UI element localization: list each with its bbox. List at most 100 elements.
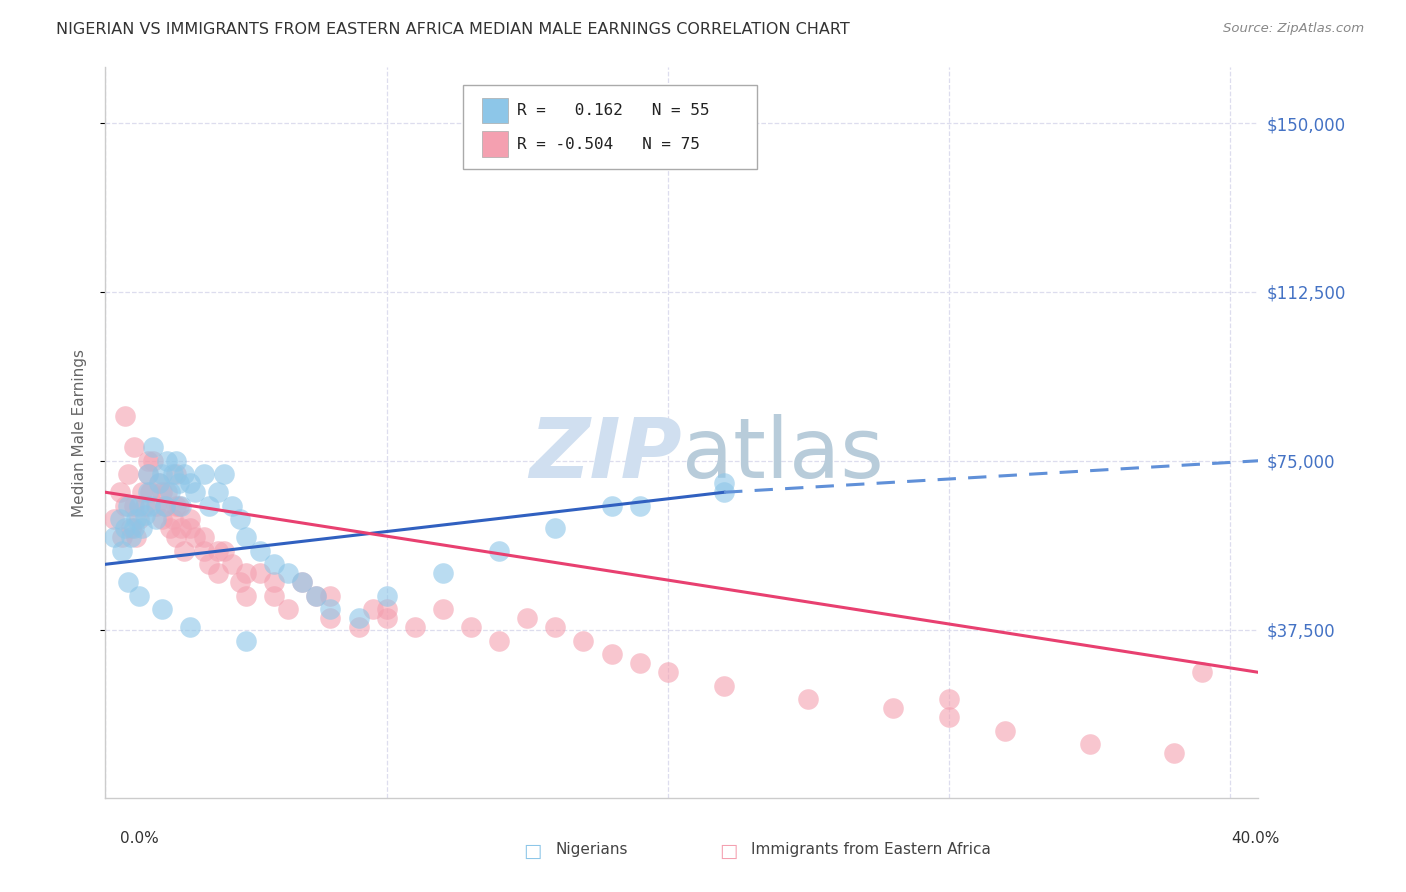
Point xyxy=(156,485,179,500)
Point xyxy=(114,409,136,423)
Point xyxy=(198,499,221,513)
Text: R =   0.162   N = 55: R = 0.162 N = 55 xyxy=(517,103,710,119)
Point xyxy=(173,467,195,482)
Point xyxy=(938,710,960,724)
Point xyxy=(600,499,623,513)
Point xyxy=(167,476,190,491)
Point xyxy=(249,566,271,581)
Point xyxy=(1078,737,1101,751)
Text: atlas: atlas xyxy=(682,414,883,495)
Point xyxy=(221,499,243,513)
Point xyxy=(122,440,145,454)
Point xyxy=(111,543,134,558)
Point xyxy=(159,521,181,535)
Point xyxy=(319,611,342,625)
Point xyxy=(193,530,215,544)
Point xyxy=(145,499,167,513)
Point xyxy=(142,440,165,454)
Point xyxy=(125,512,148,526)
Point xyxy=(139,485,162,500)
Point xyxy=(572,633,595,648)
Text: NIGERIAN VS IMMIGRANTS FROM EASTERN AFRICA MEDIAN MALE EARNINGS CORRELATION CHAR: NIGERIAN VS IMMIGRANTS FROM EASTERN AFRI… xyxy=(56,22,851,37)
Point xyxy=(114,499,136,513)
Point xyxy=(361,602,384,616)
Point xyxy=(207,485,229,500)
Point xyxy=(139,499,162,513)
Point xyxy=(263,558,285,572)
Point xyxy=(432,566,454,581)
Point xyxy=(994,723,1017,738)
Point xyxy=(103,530,125,544)
Point xyxy=(544,521,567,535)
Point xyxy=(114,521,136,535)
Point xyxy=(150,467,173,482)
Point xyxy=(150,602,173,616)
Point xyxy=(460,620,482,634)
FancyBboxPatch shape xyxy=(482,131,508,157)
Text: Immigrants from Eastern Africa: Immigrants from Eastern Africa xyxy=(751,842,991,857)
Point xyxy=(207,566,229,581)
Point xyxy=(305,589,328,603)
Point xyxy=(103,512,125,526)
Point xyxy=(249,543,271,558)
Point xyxy=(235,530,257,544)
Point xyxy=(173,543,195,558)
Point xyxy=(162,467,184,482)
Point xyxy=(125,530,148,544)
Point xyxy=(347,611,370,625)
Point xyxy=(128,589,150,603)
Point xyxy=(150,512,173,526)
Point xyxy=(600,648,623,662)
Point xyxy=(235,589,257,603)
Point xyxy=(167,499,190,513)
Point xyxy=(628,499,651,513)
Point xyxy=(179,476,201,491)
Point xyxy=(117,575,139,590)
Point xyxy=(432,602,454,616)
Text: Nigerians: Nigerians xyxy=(555,842,627,857)
Point xyxy=(170,499,193,513)
Point xyxy=(229,512,252,526)
Point xyxy=(148,476,170,491)
Text: □: □ xyxy=(523,842,541,862)
Point xyxy=(193,467,215,482)
Point xyxy=(404,620,426,634)
Point xyxy=(375,611,398,625)
Point xyxy=(212,543,235,558)
Point xyxy=(488,543,510,558)
Point xyxy=(136,485,159,500)
Point xyxy=(184,485,207,500)
Point xyxy=(136,467,159,482)
Point xyxy=(628,657,651,671)
Point xyxy=(156,454,179,468)
Point xyxy=(108,512,131,526)
Point xyxy=(128,499,150,513)
Point xyxy=(207,543,229,558)
Point xyxy=(128,512,150,526)
Point xyxy=(122,499,145,513)
Point xyxy=(938,692,960,706)
Point xyxy=(221,558,243,572)
Text: 0.0%: 0.0% xyxy=(120,831,159,847)
Point xyxy=(657,665,679,680)
Text: R = -0.504   N = 75: R = -0.504 N = 75 xyxy=(517,137,700,152)
Point xyxy=(117,467,139,482)
Y-axis label: Median Male Earnings: Median Male Earnings xyxy=(72,349,87,516)
Text: □: □ xyxy=(718,842,737,862)
Point xyxy=(165,499,187,513)
Point xyxy=(136,467,159,482)
Point xyxy=(488,633,510,648)
Point xyxy=(375,602,398,616)
Point xyxy=(108,485,131,500)
Point xyxy=(179,512,201,526)
Point xyxy=(153,499,176,513)
Text: Source: ZipAtlas.com: Source: ZipAtlas.com xyxy=(1223,22,1364,36)
Point xyxy=(165,530,187,544)
Point xyxy=(305,589,328,603)
Point xyxy=(198,558,221,572)
Point xyxy=(120,530,142,544)
Point xyxy=(516,611,538,625)
Point xyxy=(713,476,735,491)
FancyBboxPatch shape xyxy=(482,97,508,123)
Point xyxy=(179,620,201,634)
